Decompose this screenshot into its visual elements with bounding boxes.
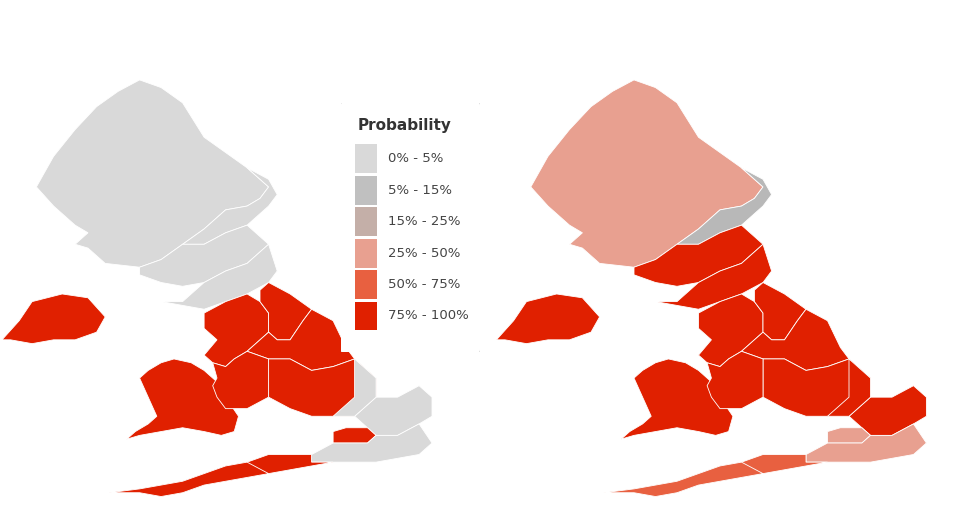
Bar xyxy=(354,239,377,268)
Polygon shape xyxy=(496,294,600,344)
Polygon shape xyxy=(109,462,269,496)
Text: 5% - 15%: 5% - 15% xyxy=(388,184,452,197)
Bar xyxy=(354,144,377,173)
Polygon shape xyxy=(312,424,432,462)
Polygon shape xyxy=(260,282,312,340)
Polygon shape xyxy=(604,462,763,496)
Text: 75% - 100%: 75% - 100% xyxy=(388,310,468,323)
Polygon shape xyxy=(247,309,354,370)
Text: 15% - 25%: 15% - 25% xyxy=(388,215,461,228)
Polygon shape xyxy=(763,359,871,416)
Text: 25% - 50%: 25% - 50% xyxy=(388,247,461,260)
Text: OCTOBER 25-31: OCTOBER 25-31 xyxy=(700,17,946,45)
Polygon shape xyxy=(36,80,269,267)
Bar xyxy=(354,301,377,330)
Polygon shape xyxy=(708,351,763,408)
Polygon shape xyxy=(333,359,376,416)
Polygon shape xyxy=(204,294,269,367)
Text: 0% - 5%: 0% - 5% xyxy=(388,153,444,165)
Polygon shape xyxy=(531,80,763,267)
Text: OCTOBER 11-17: OCTOBER 11-17 xyxy=(14,17,260,45)
Polygon shape xyxy=(828,359,871,416)
Polygon shape xyxy=(634,244,772,309)
Polygon shape xyxy=(741,309,849,370)
Polygon shape xyxy=(109,454,333,496)
Polygon shape xyxy=(849,386,926,435)
Polygon shape xyxy=(127,359,238,439)
Polygon shape xyxy=(269,359,376,416)
Polygon shape xyxy=(621,359,732,439)
Bar xyxy=(354,176,377,205)
Polygon shape xyxy=(699,294,763,367)
Polygon shape xyxy=(2,294,106,344)
Polygon shape xyxy=(213,351,269,408)
Bar xyxy=(354,207,377,236)
Polygon shape xyxy=(139,244,277,309)
Polygon shape xyxy=(677,168,772,244)
Polygon shape xyxy=(139,225,269,286)
Text: 50% - 75%: 50% - 75% xyxy=(388,278,461,291)
Text: Probability: Probability xyxy=(357,118,451,133)
Polygon shape xyxy=(634,225,763,286)
Polygon shape xyxy=(604,454,828,496)
Polygon shape xyxy=(333,428,376,443)
Polygon shape xyxy=(806,424,926,462)
Bar xyxy=(354,270,377,299)
FancyBboxPatch shape xyxy=(340,101,481,354)
Polygon shape xyxy=(828,428,871,443)
Polygon shape xyxy=(354,386,432,435)
Polygon shape xyxy=(755,282,806,340)
Polygon shape xyxy=(182,168,277,244)
